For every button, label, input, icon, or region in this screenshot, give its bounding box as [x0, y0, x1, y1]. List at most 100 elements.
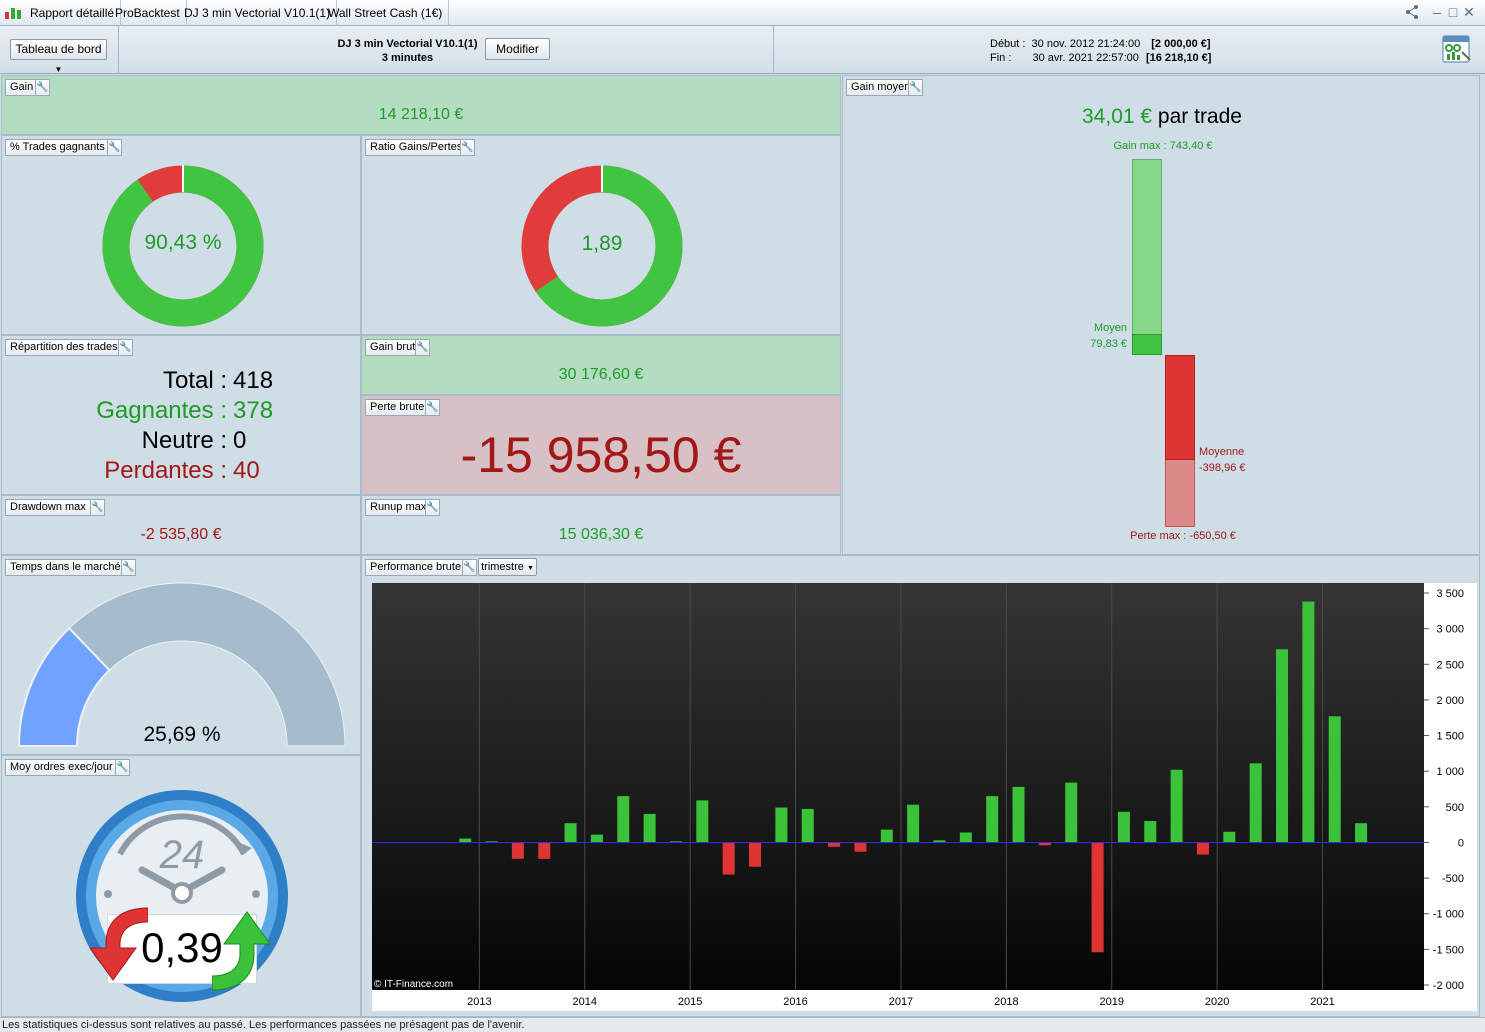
y-tick-label: 0	[1458, 837, 1464, 849]
gross-gain-value: 30 176,60 €	[558, 366, 644, 383]
orders-panel: Moy ordres exec/jour 🔧 24 0,39	[1, 755, 361, 1017]
gain-panel: Gain 🔧 14 218,10 €	[1, 75, 841, 135]
wrench-icon[interactable]: 🔧	[118, 339, 133, 356]
bar-2018-Q4	[1091, 842, 1104, 953]
bar-2012-Q4	[459, 838, 472, 843]
bar-2020-Q4	[1302, 601, 1315, 843]
plot-area	[372, 583, 1424, 990]
panel-title: Performance brute	[365, 559, 467, 576]
tab-probacktest[interactable]: ProBacktest	[109, 0, 187, 26]
share-icon[interactable]	[1404, 4, 1420, 20]
bar-2013-Q2	[511, 842, 524, 859]
win-pct-value: 90,43 %	[144, 231, 222, 254]
period-dropdown[interactable]: trimestre ▼	[478, 558, 537, 576]
total-label: Total :	[162, 367, 227, 394]
report-header: Tableau de bord ▼ DJ 3 min Vectorial V10…	[0, 26, 1485, 74]
report-settings-icon[interactable]	[1442, 34, 1472, 64]
bar-2014-Q3	[643, 813, 656, 843]
win-pct-panel: % Trades gagnants 🔧 90,43 %	[1, 135, 361, 335]
panel-title: Perte brute	[365, 399, 430, 416]
timeframe: 3 minutes	[381, 52, 434, 64]
close-icon[interactable]: ✕	[1463, 4, 1475, 20]
disclaimer: Les statistiques ci-dessus sont relative…	[0, 1017, 1485, 1032]
modify-button[interactable]: Modifier	[485, 38, 550, 60]
bar-2018-Q3	[1065, 782, 1078, 843]
gain-value: 14 218,10 €	[378, 106, 464, 123]
bar-2019-Q4	[1196, 842, 1209, 855]
dashboard-label: Tableau de bord	[15, 42, 102, 56]
panel-title: Ratio Gains/Pertes	[365, 139, 468, 156]
y-tick-label: -2 000	[1433, 980, 1464, 992]
wrench-icon[interactable]: 🔧	[115, 759, 130, 776]
x-tick-label: 2018	[994, 996, 1018, 1008]
x-tick-label: 2020	[1205, 996, 1229, 1008]
loss-value: 40	[233, 457, 260, 484]
end-date: 30 avr. 2021 22:57:00	[1032, 52, 1139, 64]
tab-strategy[interactable]: DJ 3 min Vectorial V10.1(1)	[178, 0, 338, 26]
wrench-icon[interactable]: 🔧	[908, 79, 923, 96]
wrench-icon[interactable]: 🔧	[425, 499, 440, 516]
gross-loss-value: -15 958,50 €	[460, 427, 742, 483]
loss-label: Perdantes :	[104, 457, 227, 484]
end-label: Fin :	[990, 52, 1012, 64]
up-arrow-icon	[212, 911, 271, 991]
y-tick-label: -500	[1442, 873, 1464, 885]
avg-win-label: Moyen	[1093, 322, 1127, 334]
x-tick-label: 2017	[889, 996, 913, 1008]
runup-panel: Runup max 🔧 15 036,30 €	[361, 495, 841, 555]
y-tick-label: 1 500	[1436, 731, 1464, 743]
bar-2020-Q2	[1249, 763, 1262, 843]
panel-title: Runup max	[365, 499, 432, 516]
max-gain-bar	[1132, 159, 1162, 355]
wrench-icon[interactable]: 🔧	[90, 499, 105, 516]
wrench-icon[interactable]: 🔧	[415, 339, 430, 356]
dashboard-dropdown[interactable]: Tableau de bord ▼	[10, 39, 107, 74]
win-value: 378	[233, 397, 274, 424]
y-tick-label: 1 000	[1436, 766, 1464, 778]
bar-2013-Q4	[564, 823, 577, 843]
wrench-icon[interactable]: 🔧	[462, 559, 477, 576]
wrench-icon[interactable]: 🔧	[107, 139, 122, 156]
x-tick-label: 2019	[1100, 996, 1124, 1008]
wrench-icon[interactable]: 🔧	[460, 139, 475, 156]
wrench-icon[interactable]: 🔧	[121, 559, 136, 576]
win-label: Gagnantes :	[96, 397, 227, 424]
tab-detailed-report[interactable]: Rapport détaillé	[24, 0, 122, 26]
bar-2013-Q1	[485, 841, 498, 843]
y-tick-label: -1 000	[1433, 909, 1464, 921]
y-tick-label: 2 500	[1436, 659, 1464, 671]
minimize-icon[interactable]: –	[1433, 4, 1441, 20]
panel-title: Temps dans le marché	[5, 559, 126, 576]
bar-2019-Q2	[1144, 821, 1157, 843]
x-tick-label: 2021	[1310, 996, 1334, 1008]
time-in-market-value: 25,69 %	[143, 723, 221, 746]
y-tick-label: 3 500	[1436, 588, 1464, 600]
bar-2021-Q1	[1328, 716, 1341, 843]
performance-chart: 3 500 3 000 2 500 2 000 1 500 1 000 500 0 -500 -1…	[372, 583, 1477, 1011]
time-in-market-panel: Temps dans le marché 🔧 25,69 %	[1, 555, 361, 755]
bar-2016-Q3	[854, 842, 867, 852]
total-value: 418	[233, 367, 274, 394]
panel-title: Gain	[5, 79, 39, 96]
avg-gain-panel: Gain moyen 🔧 34,01 € par trade Gain max …	[842, 75, 1480, 555]
end-capital: [16 218,10 €]	[1145, 52, 1212, 64]
panel-title: Gain moyen	[846, 79, 916, 96]
start-capital: [2 000,00 €]	[1151, 38, 1211, 50]
bar-2019-Q3	[1170, 769, 1183, 843]
bar-2017-Q3	[959, 832, 972, 843]
copyright-label: © IT-Finance.com	[374, 979, 453, 990]
wrench-icon[interactable]: 🔧	[35, 79, 50, 96]
runup-value: 15 036,30 €	[558, 526, 644, 543]
x-tick-label: 2014	[573, 996, 597, 1008]
bar-2019-Q1	[1117, 811, 1130, 843]
period-label: trimestre	[481, 561, 524, 573]
bar-2017-Q2	[933, 840, 946, 843]
bar-2017-Q1	[907, 804, 920, 843]
bar-2015-Q3	[749, 842, 762, 867]
bar-2021-Q2	[1355, 823, 1368, 843]
y-tick-label: 2 000	[1436, 695, 1464, 707]
wrench-icon[interactable]: 🔧	[425, 399, 440, 416]
tab-instrument[interactable]: Wall Street Cash (1€)	[322, 0, 450, 26]
avg-gain-value: 34,01 €	[1082, 105, 1153, 128]
maximize-icon[interactable]: □	[1448, 4, 1458, 20]
